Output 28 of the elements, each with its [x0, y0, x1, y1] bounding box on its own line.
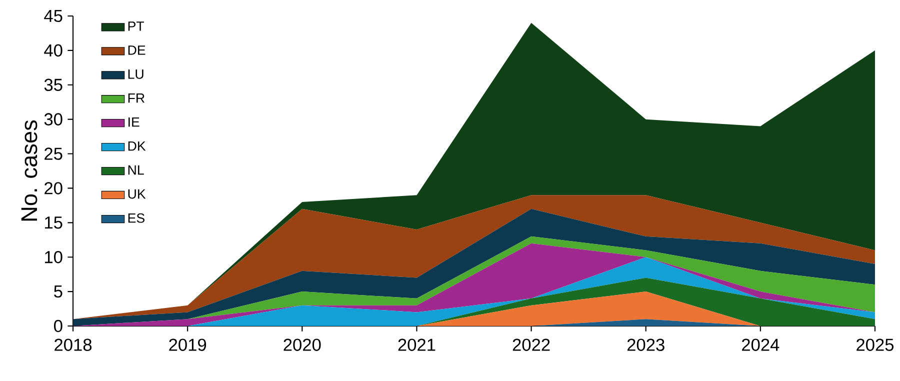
legend-label: LU: [128, 70, 144, 79]
y-tick-label: 25: [44, 148, 62, 160]
y-tick-label: 45: [44, 10, 62, 22]
legend-label: FR: [128, 94, 144, 103]
x-tick-label: 2018: [54, 338, 92, 351]
legend-label: NL: [128, 165, 144, 175]
y-axis-title: No. cases: [21, 120, 38, 221]
y-tick-label: 35: [44, 78, 62, 92]
legend-label: DK: [128, 141, 146, 151]
y-tick-label: 40: [44, 44, 62, 57]
y-tick-label: 20: [44, 182, 62, 194]
legend-label: UK: [128, 189, 146, 199]
x-tick-label: 2023: [627, 338, 664, 351]
x-tick-label: 2022: [512, 338, 550, 351]
x-tick-label: 2024: [742, 338, 780, 351]
legend-label: PT: [128, 22, 144, 31]
y-tick-label: 30: [44, 113, 62, 126]
legend-label: DE: [128, 46, 146, 55]
y-tick-label: 15: [45, 216, 62, 229]
y-tick-label: 0: [54, 320, 62, 332]
x-tick-label: 2019: [169, 338, 206, 351]
legend-label: ES: [128, 213, 144, 223]
legend-label: IE: [128, 117, 140, 127]
y-tick-label: 5: [54, 286, 62, 298]
x-tick-label: 2021: [398, 338, 436, 351]
x-tick-label: 2020: [284, 338, 321, 351]
y-tick-label: 10: [45, 250, 62, 264]
x-tick-label: 2025: [856, 338, 894, 351]
